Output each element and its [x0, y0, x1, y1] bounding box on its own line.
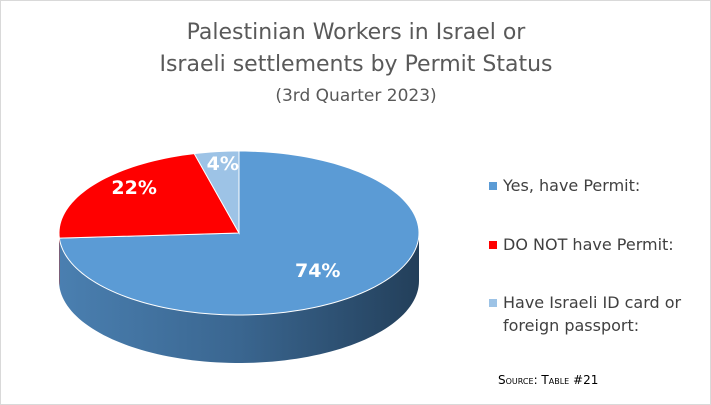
legend-label: Have Israeli ID card or foreign passport… [503, 293, 682, 335]
legend-item: Have Israeli ID card or foreign passport… [489, 291, 704, 337]
chart-subtitle: (3rd Quarter 2023) [275, 86, 436, 106]
pie-side [59, 233, 420, 363]
chart-title: Israeli settlements by Permit Status [159, 52, 552, 77]
legend-label: Yes, have Permit: [503, 176, 641, 195]
legend-swatch [489, 241, 497, 249]
legend-label: DO NOT have Permit: [503, 235, 674, 254]
pie-slice [58, 153, 240, 239]
chart-title: Palestinian Workers in Israel or [187, 20, 527, 45]
source-note: Source: Table #21 [498, 373, 599, 387]
pie-slice [193, 150, 240, 235]
data-label: 74% [295, 260, 340, 282]
legend-swatch [489, 182, 497, 190]
legend-item: DO NOT have Permit: [489, 233, 704, 256]
legend-item: Yes, have Permit: [489, 174, 704, 197]
data-label: 22% [111, 177, 156, 199]
legend-swatch [489, 299, 497, 307]
data-label: 4% [207, 153, 239, 175]
